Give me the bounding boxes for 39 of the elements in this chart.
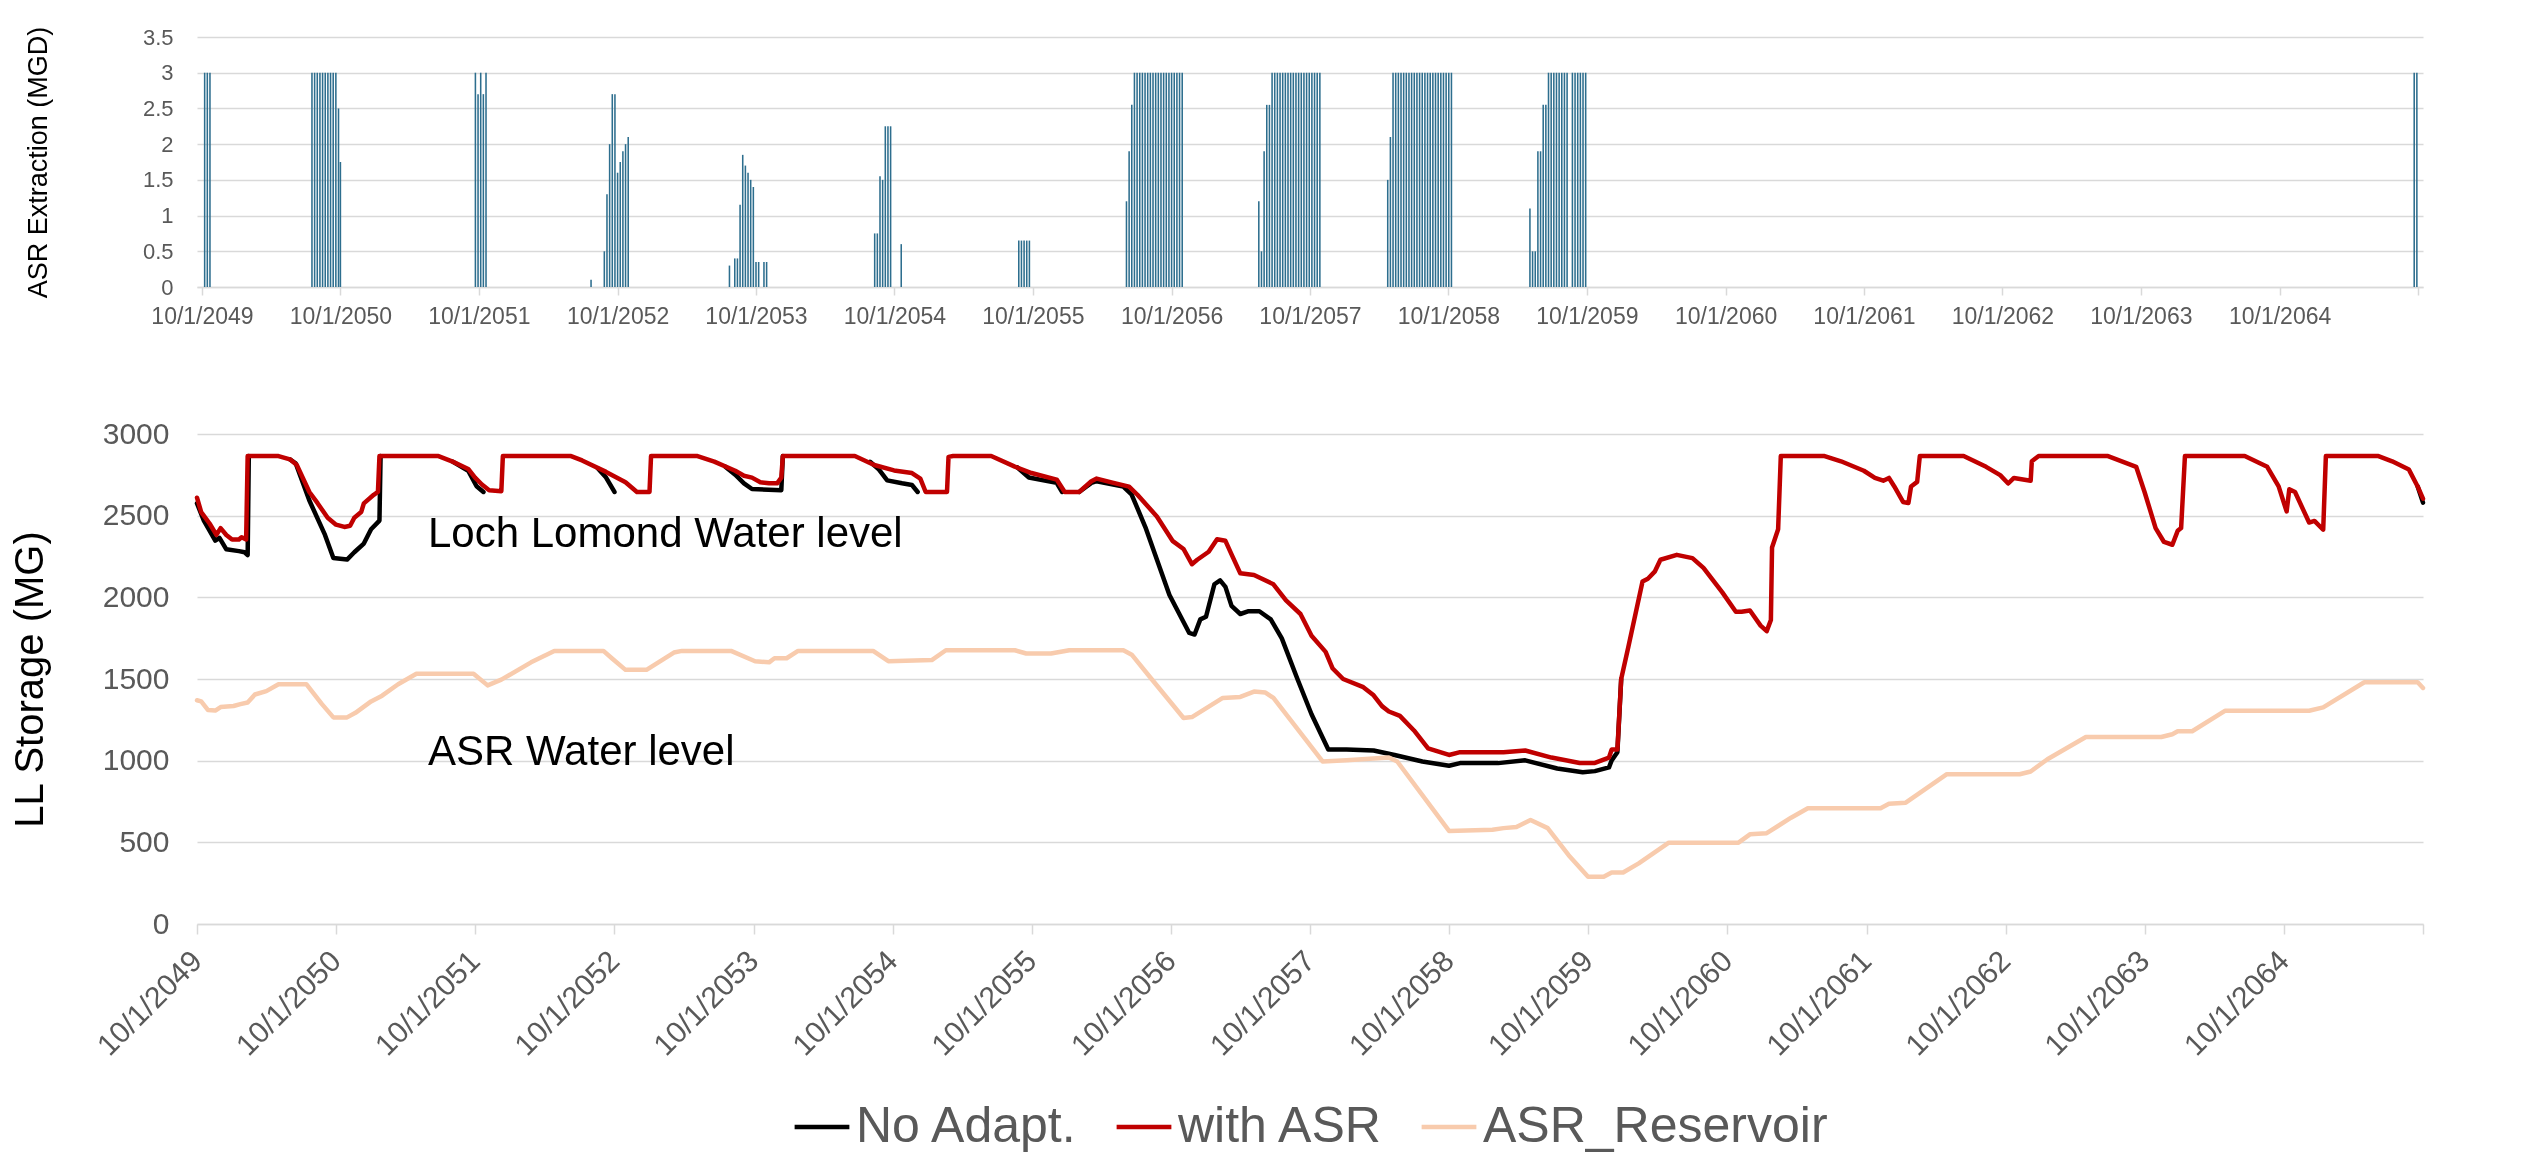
- y-tick-label: 0: [161, 274, 174, 300]
- x-tick-label: 10/1/2050: [289, 302, 393, 329]
- legend-label: with ASR: [1177, 1097, 1381, 1153]
- x-tick-label: 10/1/2055: [982, 302, 1085, 329]
- x-tick-label: 10/1/2049: [151, 302, 254, 329]
- legend-label: ASR_Reservoir: [1483, 1097, 1828, 1153]
- x-tick-label: 10/1/2057: [1259, 302, 1362, 329]
- y-axis-title: LL Storage (MG): [6, 531, 51, 828]
- annotation: ASR Water level: [428, 727, 735, 774]
- x-tick-label: 10/1/2051: [428, 302, 531, 329]
- x-tick-label: 10/1/2061: [1813, 302, 1916, 329]
- y-tick-label: 2.5: [142, 95, 174, 121]
- x-tick-label: 10/1/2054: [843, 302, 947, 329]
- annotation: Loch Lomond Water level: [428, 509, 903, 556]
- x-tick-label: 10/1/2062: [1951, 302, 2055, 329]
- y-tick-label: 0.5: [142, 238, 174, 264]
- line-series: [194, 648, 2426, 880]
- x-tick-label: 10/1/2058: [1397, 302, 1501, 329]
- y-tick-label: 1000: [102, 743, 170, 777]
- legend-label: No Adapt.: [856, 1097, 1076, 1153]
- x-tick-label: 10/1/2060: [1674, 302, 1778, 329]
- y-tick-label: 500: [119, 824, 170, 858]
- y-tick-label: 2500: [102, 498, 170, 532]
- y-axis-title: ASR Extraction (MGD): [22, 26, 53, 299]
- y-tick-label: 3.5: [142, 24, 174, 50]
- y-tick-label: 3000: [102, 416, 170, 450]
- x-tick-label: 10/1/2056: [1120, 302, 1224, 329]
- y-tick-label: 1500: [102, 661, 170, 695]
- y-tick-label: 2000: [102, 579, 170, 613]
- y-tick-label: 3: [161, 60, 174, 86]
- x-tick-label: 10/1/2052: [566, 302, 670, 329]
- x-tick-label: 10/1/2059: [1536, 302, 1639, 329]
- y-tick-label: 1: [161, 203, 174, 229]
- y-tick-label: 0: [152, 906, 170, 940]
- x-tick-label: 10/1/2063: [2090, 302, 2193, 329]
- x-tick-label: 10/1/2053: [705, 302, 808, 329]
- x-tick-label: 10/1/2064: [2228, 302, 2332, 329]
- y-tick-label: 2: [161, 131, 174, 157]
- y-tick-label: 1.5: [142, 167, 174, 193]
